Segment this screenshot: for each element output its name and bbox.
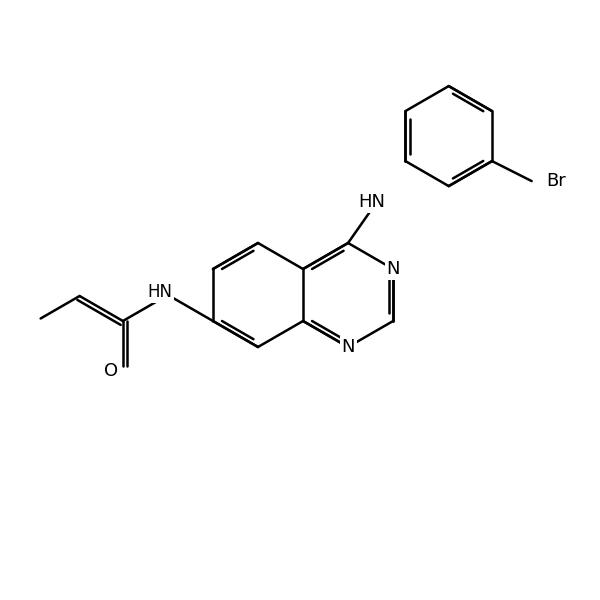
Text: N: N: [341, 338, 355, 356]
Text: O: O: [104, 362, 118, 380]
Text: HN: HN: [358, 193, 385, 211]
Text: Br: Br: [547, 172, 566, 190]
Text: N: N: [386, 260, 400, 278]
Text: HN: HN: [148, 283, 172, 301]
